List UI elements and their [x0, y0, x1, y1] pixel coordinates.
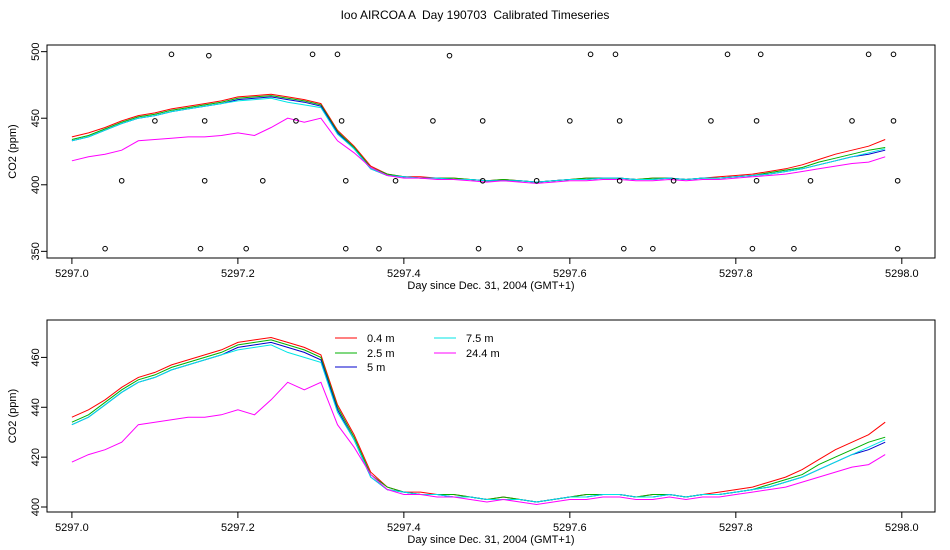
- y-tick-label: 350: [30, 242, 42, 260]
- scatter-point: [612, 51, 619, 58]
- chart-title: Ioo AIRCOA A Day 190703 Calibrated Times…: [340, 8, 610, 22]
- scatter-point: [430, 118, 436, 124]
- scatter-point: [849, 118, 855, 124]
- x-tick-label: 5297.0: [55, 522, 89, 534]
- y-tick-label: 460: [30, 348, 42, 366]
- scatter-point: [567, 118, 573, 124]
- scatter-point: [197, 245, 204, 252]
- scatter-point: [757, 51, 764, 58]
- scatter-point: [587, 51, 594, 58]
- scatter-point: [753, 177, 760, 184]
- scatter-point: [890, 51, 897, 58]
- scatter-point: [650, 245, 656, 252]
- y-tick-label: 440: [30, 398, 42, 416]
- scatter-point: [334, 51, 341, 58]
- x-tick-label: 5297.6: [553, 522, 587, 534]
- legend-label: 7.5 m: [466, 333, 494, 345]
- scatter-point: [102, 245, 108, 252]
- x-tick-label: 5298.0: [885, 522, 919, 534]
- scatter-point: [168, 51, 175, 58]
- scatter-point: [243, 245, 249, 252]
- scatter-point: [616, 118, 623, 124]
- x-axis: 5297.0 5297.2 5297.4 5297.6 5297.8 5298.0: [55, 258, 919, 280]
- scatter-point: [890, 118, 897, 124]
- scatter-point: [376, 245, 382, 252]
- scatter-point: [475, 245, 482, 252]
- panel-2: 5297.0 5297.2 5297.4 5297.6 5297.8 5298.0 Day …: [7, 319, 936, 546]
- legend-label: 2.5 m: [367, 348, 395, 360]
- legend-label: 5 m: [367, 362, 385, 374]
- scatter-point: [201, 177, 208, 184]
- scatter-point: [293, 118, 299, 124]
- scatter-point: [479, 177, 486, 184]
- scatter-point: [620, 245, 627, 252]
- y-tick-label: 400: [30, 498, 42, 516]
- x-axis: 5297.0 5297.2 5297.4 5297.6 5297.8 5298.0: [55, 512, 919, 534]
- y-tick-label: 420: [30, 448, 42, 466]
- series-lines: [71, 93, 886, 184]
- scatter-point: [201, 118, 208, 124]
- x-tick-label: 5297.4: [387, 522, 421, 534]
- y-tick-label: 450: [30, 109, 42, 127]
- scatter-point: [749, 245, 756, 252]
- scatter-point: [152, 118, 158, 124]
- x-axis-label: Day since Dec. 31, 2004 (GMT+1): [407, 534, 574, 546]
- y-tick-label: 500: [30, 42, 42, 60]
- scatter-point: [446, 52, 453, 59]
- scatter-point: [342, 245, 349, 252]
- x-tick-label: 5298.0: [885, 268, 919, 280]
- x-tick-label: 5297.8: [719, 522, 753, 534]
- series-line-4: [71, 344, 886, 503]
- plot-frame: [46, 44, 936, 259]
- series-line-2: [71, 339, 886, 503]
- x-tick-label: 5297.2: [221, 522, 255, 534]
- scatter-point: [670, 177, 677, 184]
- x-axis-label: Day since Dec. 31, 2004 (GMT+1): [407, 280, 574, 292]
- series-line-5: [71, 381, 886, 506]
- panel-1: 5297.0 5297.2 5297.4 5297.6 5297.8 5298.0 Day …: [7, 42, 936, 292]
- scatter-point: [724, 51, 731, 58]
- scatter-point: [118, 177, 125, 184]
- scatter-point: [894, 177, 901, 184]
- legend: 0.4 m 2.5 m 5 m 7.5 m 24.4 m: [335, 333, 500, 374]
- x-tick-label: 5297.0: [55, 268, 89, 280]
- scatter-point: [309, 51, 316, 58]
- series-lines: [71, 336, 886, 506]
- x-tick-label: 5297.8: [719, 268, 753, 280]
- scatter-point: [616, 177, 623, 184]
- scatter-point: [392, 177, 399, 184]
- scatter-point: [259, 177, 266, 184]
- scatter-point: [338, 118, 345, 124]
- series-line-5: [71, 117, 886, 184]
- y-axis-label: CO2 (ppm): [7, 389, 19, 443]
- scatter-point: [791, 245, 797, 252]
- x-tick-label: 5297.4: [387, 268, 421, 280]
- series-line-1: [71, 336, 886, 503]
- legend-label: 0.4 m: [367, 333, 395, 345]
- scatter-point: [342, 177, 349, 184]
- x-tick-label: 5297.6: [553, 268, 587, 280]
- scatter-point: [753, 118, 760, 124]
- legend-label: 24.4 m: [466, 348, 500, 360]
- y-axis-label: CO2 (ppm): [7, 124, 19, 178]
- series-line-3: [71, 96, 886, 183]
- scatter-points: [102, 51, 901, 252]
- y-tick-label: 400: [30, 176, 42, 194]
- x-tick-label: 5297.2: [221, 268, 255, 280]
- series-line-2: [71, 95, 886, 183]
- plot-frame: [46, 319, 936, 513]
- scatter-point: [865, 51, 872, 58]
- scatter-point: [807, 177, 814, 184]
- scatter-point: [479, 118, 486, 124]
- scatter-point: [708, 118, 714, 124]
- scatter-point: [894, 245, 901, 252]
- series-line-3: [71, 341, 886, 503]
- y-axis: 350 400 450 500: [30, 42, 47, 261]
- scatter-point: [206, 52, 212, 59]
- y-axis: 400 420 440 460: [30, 348, 47, 516]
- scatter-point: [533, 177, 540, 184]
- series-line-4: [71, 97, 886, 183]
- scatter-point: [517, 245, 523, 252]
